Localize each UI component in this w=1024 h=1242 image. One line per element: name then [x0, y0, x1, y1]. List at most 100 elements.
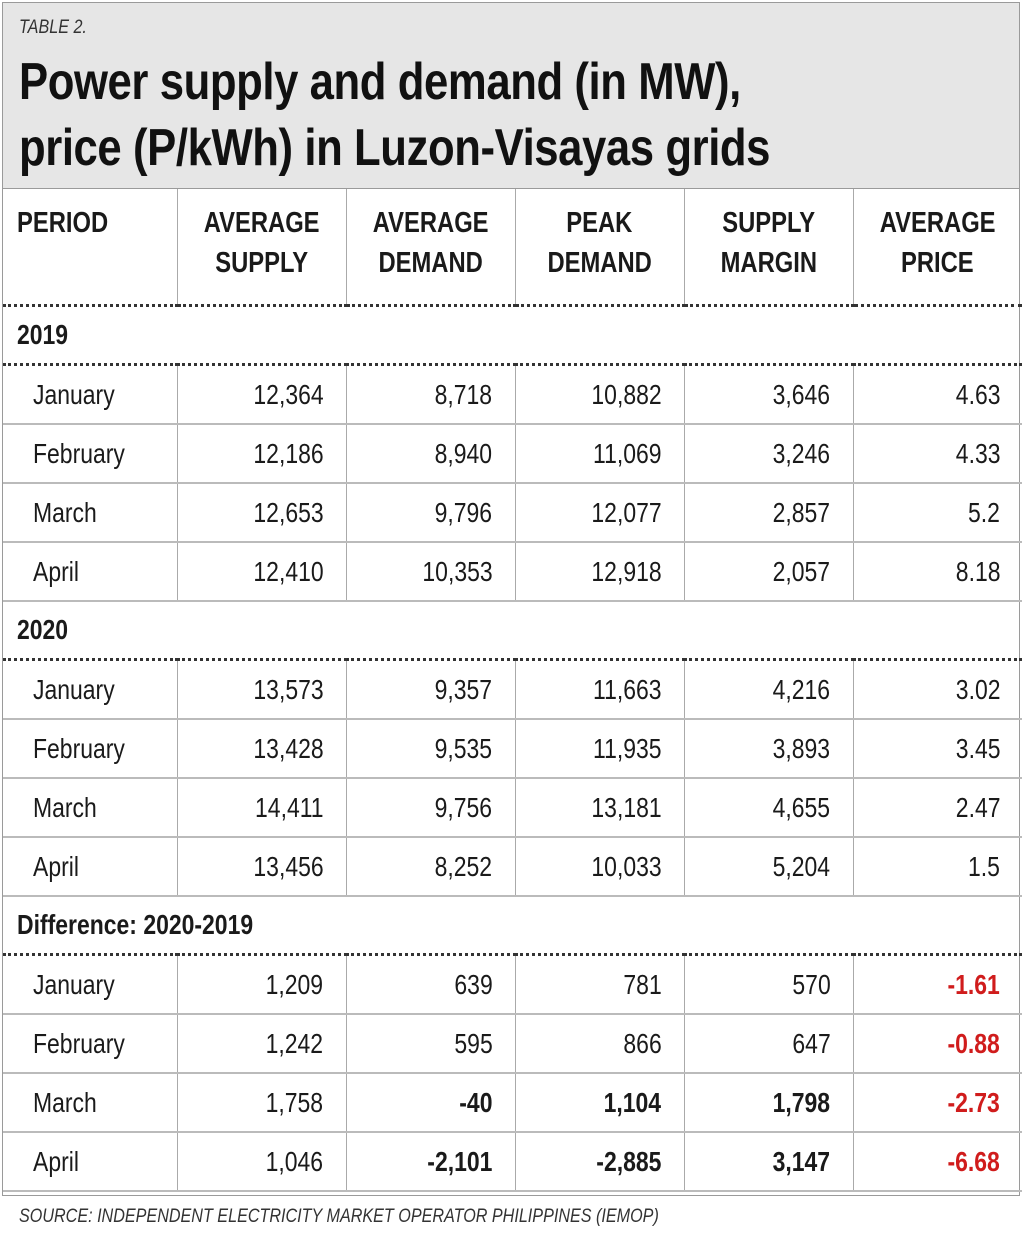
value-cell: 13,428	[176, 719, 346, 779]
cell-value: 2,857	[773, 496, 831, 528]
period-label: March	[33, 496, 97, 528]
cell-value: 4,655	[773, 791, 831, 823]
value-cell: 12,364	[176, 364, 346, 425]
cell-value: 8,940	[435, 437, 493, 469]
table-row: February 13,428 9,535 11,935 3,893 3.45	[3, 719, 1022, 779]
value-cell: 781	[514, 954, 684, 1015]
column-header-row: PERIOD AVERAGE SUPPLY AVERAGE DEMAND PEAK DEMA…	[3, 189, 1022, 307]
value-cell: 866	[514, 1014, 684, 1074]
cell-value: 8,718	[435, 378, 493, 410]
cell-value: 11,663	[592, 673, 662, 705]
cell-value: 14,411	[254, 791, 324, 823]
value-cell: 9,796	[345, 483, 515, 543]
cell-value: 13,573	[253, 673, 324, 705]
period-label: February	[33, 437, 125, 469]
value-cell: 13,181	[514, 778, 684, 838]
cell-value: 8,252	[435, 850, 493, 882]
value-cell: 3.02	[852, 659, 1022, 720]
value-cell: 1,046	[176, 1132, 346, 1192]
value-cell: 12,653	[176, 483, 346, 543]
cell-value: -6.68	[947, 1145, 1000, 1177]
period-cell: February	[3, 719, 177, 779]
value-cell: 8.18	[852, 542, 1022, 602]
column-header: PERIOD	[3, 189, 177, 307]
column-header-line: SUPPLY	[215, 247, 308, 279]
value-cell: 1,209	[176, 954, 346, 1015]
period-cell: February	[3, 424, 177, 484]
cell-value: -0.88	[947, 1027, 1000, 1059]
period-cell: April	[3, 837, 177, 897]
value-cell: 14,411	[176, 778, 346, 838]
period-cell: April	[3, 1132, 177, 1192]
table-row: March 14,411 9,756 13,181 4,655 2.47	[3, 778, 1022, 838]
value-cell: -2,885	[514, 1132, 684, 1192]
cell-value: 12,653	[253, 496, 324, 528]
value-cell: 4,655	[683, 778, 853, 838]
period-cell: March	[3, 778, 177, 838]
cell-value: 11,935	[592, 732, 662, 764]
value-cell: 3,646	[683, 364, 853, 425]
cell-value: 1,242	[266, 1027, 324, 1059]
value-cell: 3,246	[683, 424, 853, 484]
value-cell: 639	[345, 954, 515, 1015]
period-cell: January	[3, 364, 177, 425]
value-cell: 12,186	[176, 424, 346, 484]
cell-value: 3,147	[773, 1145, 831, 1177]
cell-value: -1.61	[947, 968, 1000, 1000]
value-cell: 4.63	[852, 364, 1022, 425]
value-cell: 1,798	[683, 1073, 853, 1133]
value-cell: -2,101	[345, 1132, 515, 1192]
cell-value: 2,057	[773, 555, 831, 587]
period-label: February	[33, 1027, 125, 1059]
column-header-line: DEMAND	[547, 247, 652, 279]
period-label: April	[33, 555, 79, 587]
period-cell: January	[3, 659, 177, 720]
value-cell: 13,573	[176, 659, 346, 720]
cell-value: 595	[454, 1027, 493, 1059]
value-cell: -0.88	[852, 1014, 1022, 1074]
period-cell: March	[3, 483, 177, 543]
period-cell: March	[3, 1073, 177, 1133]
section-title: 2019	[3, 305, 1022, 366]
value-cell: -2.73	[852, 1073, 1022, 1133]
value-cell: 1,104	[514, 1073, 684, 1133]
value-cell: 1,242	[176, 1014, 346, 1074]
value-cell: 11,069	[514, 424, 684, 484]
cell-value: 4,216	[773, 673, 831, 705]
value-cell: 12,410	[176, 542, 346, 602]
period-label: March	[33, 791, 97, 823]
value-cell: 3,893	[683, 719, 853, 779]
section-title: Difference: 2020-2019	[3, 896, 1022, 956]
value-cell: 12,077	[514, 483, 684, 543]
title-line-1: Power supply and demand (in MW),	[19, 53, 741, 111]
cell-value: 9,357	[435, 673, 493, 705]
cell-value: 647	[792, 1027, 831, 1059]
value-cell: 13,456	[176, 837, 346, 897]
table-row: February 12,186 8,940 11,069 3,246 4.33	[3, 424, 1022, 484]
value-cell: 9,357	[345, 659, 515, 720]
value-cell: 9,535	[345, 719, 515, 779]
cell-value: 8.18	[955, 555, 1000, 587]
column-header-line: SUPPLY	[722, 207, 815, 239]
cell-value: 4.63	[955, 378, 1000, 410]
cell-value: 781	[623, 968, 662, 1000]
table-row: January 1,209 639 781 570 -1.61	[3, 954, 1022, 1015]
value-cell: 647	[683, 1014, 853, 1074]
source-note: SOURCE: INDEPENDENT ELECTRICITY MARKET O…	[19, 1206, 659, 1227]
table-row: January 13,573 9,357 11,663 4,216 3.02	[3, 659, 1022, 720]
data-table: PERIOD AVERAGE SUPPLY AVERAGE DEMAND PEAK DEMA…	[3, 189, 1022, 1192]
value-cell: 10,353	[345, 542, 515, 602]
cell-value: 3,646	[773, 378, 831, 410]
section-title: 2020	[3, 601, 1022, 661]
table-row: February 1,242 595 866 647 -0.88	[3, 1014, 1022, 1074]
column-header: AVERAGE DEMAND	[345, 189, 515, 307]
value-cell: 2,057	[683, 542, 853, 602]
cell-value: 12,364	[253, 378, 324, 410]
value-cell: -1.61	[852, 954, 1022, 1015]
value-cell: 1,758	[176, 1073, 346, 1133]
value-cell: 12,918	[514, 542, 684, 602]
value-cell: 595	[345, 1014, 515, 1074]
cell-value: 9,796	[435, 496, 493, 528]
cell-value: 10,882	[591, 378, 662, 410]
